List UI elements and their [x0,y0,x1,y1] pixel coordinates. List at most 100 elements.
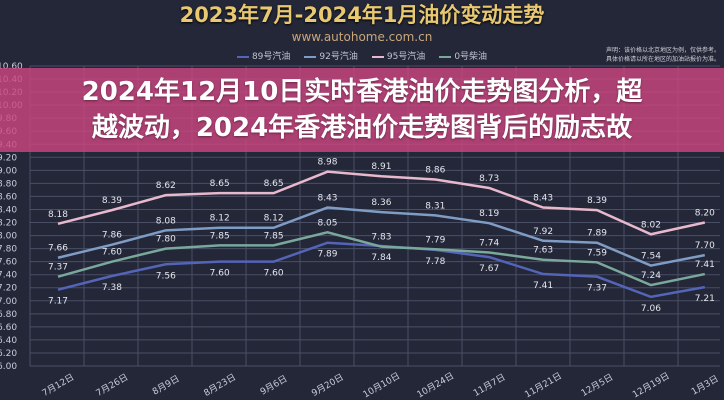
headline-line: 越波动，2024年香港油价走势图背后的励志故 [91,113,633,143]
data-label: 7.83 [371,233,391,243]
data-label: 7.74 [479,239,499,249]
legend-swatch [371,56,384,58]
y-tick-label: 6.40 [0,336,17,346]
legend-label: 95号汽油 [386,52,426,62]
data-label: 8.08 [156,216,176,226]
data-label: 7.89 [317,250,337,260]
x-tick-label: 11月21日 [523,370,564,400]
data-label: 7.60 [210,269,230,279]
x-tick-label: 9月20日 [310,372,346,399]
data-label: 7.60 [102,248,122,258]
data-label: 7.67 [479,264,499,274]
legend-item: 92号汽油 [304,51,358,63]
y-tick-label: 9.20 [0,153,17,163]
data-label: 7.56 [156,271,176,281]
y-tick-label: 7.00 [0,297,17,307]
data-label: 7.41 [695,260,715,270]
legend: 89号汽油 92号汽油 95号汽油 0号柴油 [0,51,724,63]
headline-banner [0,68,724,152]
legend-item: 89号汽油 [236,51,290,63]
data-label: 8.39 [102,196,122,206]
y-tick-label: 6.00 [0,362,17,372]
data-label: 7.06 [641,304,661,314]
data-label: 7.78 [425,257,445,267]
headline: 2024年12月10日实时香港油价走势图分析，超 越波动，2024年香港油价走势… [0,74,724,146]
x-tick-label: 7月12日 [40,372,76,399]
data-label: 7.86 [102,231,122,241]
y-tick-label: 8.20 [0,219,17,229]
headline-line: 2024年12月10日实时香港油价走势图分析，超 [81,77,643,107]
disclaimer-line: 声明：该价格以北京地区为例，仅供参考。 [605,47,720,54]
series-line [57,170,706,236]
y-tick-label: 7.60 [0,258,17,268]
data-label: 8.65 [264,179,284,189]
x-tick-label: 8月23日 [202,372,238,399]
data-label: 7.80 [156,235,176,245]
data-label: 8.19 [479,209,499,219]
y-tick-label: 7.80 [0,245,17,255]
x-tick-label: 8月9日 [151,373,182,397]
x-tick-label: 1月3日 [690,373,721,397]
series-line [57,206,706,267]
data-label: 7.37 [48,263,68,273]
chart-title: 2023年7月-2024年1月油价变动走势 [179,3,545,27]
data-label: 8.43 [533,194,553,204]
legend-item: 0号柴油 [439,51,487,63]
y-tick-label: 8.60 [0,192,17,202]
y-tick-label: 8.00 [0,232,17,242]
y-tick-label: 10.60 [0,62,23,72]
disclaimer: 声明：该价格以北京地区为例，仅供参考。 具体价格请以所在地区的加油站报价为准。 [606,46,720,64]
data-label: 7.66 [48,244,68,254]
data-label: 7.37 [587,284,607,294]
data-label: 8.62 [156,181,176,191]
data-label: 8.05 [317,218,337,228]
data-label: 8.12 [264,214,284,224]
data-label: 8.43 [317,194,337,204]
data-label: 7.63 [533,246,553,256]
x-tick-label: 7月26日 [94,372,130,399]
x-tick-label: 11月7日 [471,372,507,399]
x-tick-label: 12月5日 [579,372,615,399]
data-label: 8.20 [695,209,715,219]
data-label: 7.84 [371,253,391,263]
data-label: 8.36 [371,198,391,208]
data-label: 8.73 [479,174,499,184]
data-label: 7.54 [641,252,661,262]
y-tick-label: 7.20 [0,284,17,294]
y-tick-label: 7.40 [0,271,17,281]
data-label: 7.60 [264,269,284,279]
y-tick-label: 9.00 [0,166,17,176]
data-label: 7.38 [102,283,122,293]
data-label: 7.92 [533,227,553,237]
x-tick-label: 10月24日 [415,370,456,400]
y-tick-label: 6.80 [0,310,17,320]
legend-swatch [439,56,452,58]
data-label: 8.02 [641,220,661,230]
data-label: 7.59 [587,248,607,258]
x-tick-label: 9月6日 [258,373,289,397]
data-label: 8.39 [587,196,607,206]
data-label: 8.91 [371,162,391,172]
data-label: 7.70 [695,241,715,251]
x-tick-label: 10月10日 [361,370,402,400]
data-label: 7.85 [210,231,230,241]
data-label: 8.65 [210,179,230,189]
data-label: 7.21 [695,294,715,304]
data-label: 7.24 [641,271,661,281]
data-label: 8.18 [48,210,68,220]
data-label: 7.89 [587,229,607,239]
series-line [57,231,706,287]
data-label: 7.79 [425,235,445,245]
y-tick-label: 8.40 [0,205,17,215]
legend-label: 0号柴油 [454,52,488,62]
data-label: 7.17 [48,297,68,307]
y-tick-label: 6.20 [0,349,17,359]
x-tick-label: 12月19日 [631,370,672,400]
data-label: 8.86 [425,165,445,175]
legend-item: 95号汽油 [371,51,426,63]
data-label: 8.12 [210,214,230,224]
data-label: 8.98 [317,158,337,168]
chart-source: www.autohome.com.cn [291,30,433,44]
legend-label: 92号汽油 [319,52,358,62]
data-label: 7.41 [533,281,553,291]
